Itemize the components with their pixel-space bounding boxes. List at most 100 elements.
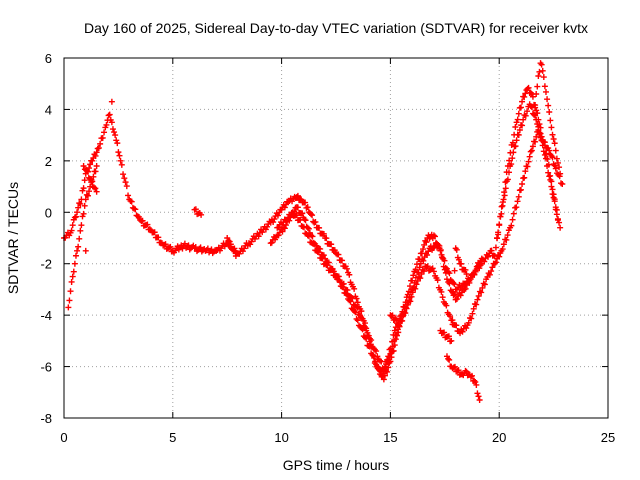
- data-point: [125, 192, 132, 199]
- data-point: [363, 325, 370, 332]
- data-point: [520, 116, 527, 123]
- data-point: [537, 134, 544, 141]
- data-point: [443, 276, 450, 283]
- data-point: [533, 107, 540, 114]
- data-point: [317, 245, 324, 252]
- data-point: [533, 133, 540, 140]
- data-point: [380, 366, 387, 373]
- x-axis-label: GPS time / hours: [283, 457, 390, 473]
- data-point: [108, 119, 115, 126]
- data-point: [447, 313, 454, 320]
- data-point: [69, 222, 76, 229]
- data-point: [231, 248, 238, 255]
- data-point: [423, 239, 430, 246]
- data-point: [549, 154, 556, 161]
- data-point: [65, 304, 72, 311]
- data-point: [353, 303, 360, 310]
- data-point: [74, 247, 81, 254]
- data-point: [517, 104, 524, 111]
- data-point: [74, 209, 81, 216]
- data-point: [146, 226, 153, 233]
- data-point: [76, 235, 83, 242]
- data-point: [109, 126, 116, 133]
- data-point: [450, 292, 457, 299]
- data-point: [302, 217, 309, 224]
- data-point: [500, 241, 507, 248]
- data-point: [67, 288, 74, 295]
- data-point: [127, 197, 134, 204]
- data-point: [473, 381, 480, 388]
- y-tick-label: 2: [45, 154, 52, 169]
- data-point: [559, 181, 566, 187]
- data-point: [77, 227, 84, 234]
- data-point: [453, 246, 460, 253]
- data-point: [508, 222, 515, 229]
- data-point: [105, 112, 112, 119]
- data-point: [75, 204, 82, 211]
- data-point: [536, 68, 543, 75]
- data-point: [542, 155, 549, 162]
- data-point: [441, 329, 448, 336]
- data-point: [420, 257, 427, 264]
- data-point: [70, 268, 77, 275]
- data-point: [513, 204, 520, 211]
- data-point: [552, 165, 559, 172]
- data-point: [155, 234, 162, 241]
- data-point: [135, 213, 142, 220]
- data-point: [434, 277, 441, 284]
- data-point: [466, 277, 473, 284]
- data-point: [463, 325, 470, 332]
- data-point: [512, 123, 519, 130]
- data-point: [455, 367, 462, 374]
- data-point: [443, 302, 450, 309]
- data-point: [546, 109, 553, 115]
- data-point: [103, 121, 110, 128]
- data-point: [553, 206, 560, 213]
- data-point: [309, 233, 316, 240]
- data-point: [402, 310, 409, 317]
- data-point: [179, 245, 186, 252]
- data-point: [462, 266, 469, 273]
- data-point: [162, 241, 169, 248]
- data-point: [291, 208, 298, 215]
- data-point: [494, 235, 501, 241]
- data-point: [508, 161, 515, 168]
- data-point: [309, 212, 316, 219]
- data-point: [501, 192, 508, 199]
- data-point: [463, 271, 470, 277]
- data-point: [546, 173, 553, 180]
- data-point: [359, 315, 366, 322]
- data-point: [396, 322, 403, 329]
- data-point: [115, 149, 122, 156]
- data-point: [472, 268, 479, 275]
- data-point: [538, 61, 545, 68]
- data-point: [475, 293, 482, 300]
- data-point: [274, 212, 281, 219]
- data-point: [81, 177, 88, 184]
- data-point: [469, 372, 475, 379]
- data-point: [527, 103, 534, 110]
- data-point: [320, 230, 327, 237]
- data-point: [468, 315, 475, 322]
- data-point: [404, 301, 411, 308]
- data-point: [354, 317, 361, 324]
- data-point: [459, 328, 466, 335]
- data-point: [93, 163, 100, 169]
- data-point: [534, 83, 541, 90]
- data-point: [354, 299, 361, 306]
- data-point: [429, 265, 436, 272]
- y-tick-label: 6: [45, 51, 52, 66]
- data-point: [407, 298, 414, 305]
- data-point: [516, 127, 523, 133]
- data-point: [548, 124, 555, 131]
- data-point: [302, 199, 309, 206]
- data-point: [549, 131, 556, 138]
- data-point: [481, 281, 488, 288]
- data-point: [551, 162, 558, 169]
- data-point: [545, 102, 552, 109]
- data-point: [462, 281, 469, 288]
- data-point: [478, 289, 485, 296]
- data-point: [323, 235, 330, 242]
- data-point: [340, 280, 347, 287]
- data-point: [430, 268, 437, 275]
